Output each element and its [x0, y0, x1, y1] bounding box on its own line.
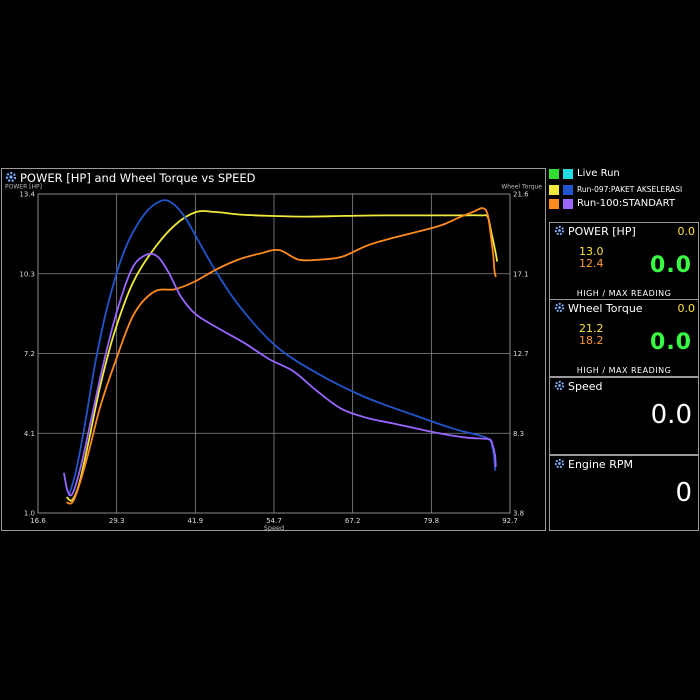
gauge-title-text: Engine RPM: [568, 458, 633, 471]
chart-panel: POWER [HP] and Wheel Torque vs SPEED POW…: [1, 168, 546, 532]
gauge-title: Speed: [554, 380, 602, 393]
y2-tick-label: 3.8: [513, 510, 524, 518]
torque-max-value: 18.2: [579, 334, 604, 347]
legend-swatch-power: [549, 199, 559, 209]
gear-icon[interactable]: [554, 380, 565, 391]
legend-item-live-run[interactable]: Live Run: [549, 167, 699, 183]
legend-swatch-power: [549, 185, 559, 195]
x-tick-label: 79.8: [424, 517, 440, 525]
torque-corner-value: 0.0: [677, 302, 696, 315]
legend-item-run-097[interactable]: Run-097:PAKET AKSELERASI: [549, 183, 699, 197]
torque-gauge: Wheel Torque 0.0 21.2 18.2 0.0 HIGH / MA…: [549, 299, 699, 377]
y-tick-label: 7.2: [24, 350, 35, 358]
x-tick-label: 92.7: [502, 517, 518, 525]
power-max-value: 12.4: [579, 257, 604, 270]
gauge-title-text: POWER [HP]: [568, 225, 636, 238]
gauge-title-text: Speed: [568, 380, 603, 393]
y2-tick-label: 17.1: [513, 270, 529, 278]
gauge-footer: HIGH / MAX READING: [576, 366, 672, 375]
legend-swatch-power: [549, 169, 559, 179]
y2-tick-label: 21.6: [513, 191, 529, 199]
legend-item-run-100[interactable]: Run-100:STANDART: [549, 197, 699, 213]
gear-icon[interactable]: [554, 225, 565, 236]
speed-value: 0.0: [650, 400, 692, 430]
x-tick-label: 41.9: [188, 517, 204, 525]
series-line-torque-run-100: [63, 252, 497, 497]
gear-icon[interactable]: [554, 302, 565, 313]
torque-live-value: 0.0: [650, 330, 692, 355]
series-line-torque-run-097: [68, 199, 496, 496]
torque-high-value: 21.2: [579, 322, 604, 335]
y-tick-label: 13.4: [19, 191, 35, 199]
x-tick-label: 16.6: [30, 517, 46, 525]
gauge-title-text: Wheel Torque: [568, 302, 643, 315]
legend-label: Live Run: [577, 168, 620, 179]
legend: Live Run Run-097:PAKET AKSELERASI Run-10…: [549, 167, 699, 213]
series-line-power-run-100: [66, 207, 497, 505]
power-corner-value: 0.0: [677, 225, 696, 238]
right-axis-label: Wheel Torque: [501, 184, 542, 191]
series-line-power-run-097: [66, 210, 498, 502]
y-tick-label: 10.3: [19, 270, 35, 278]
y2-tick-label: 8.3: [513, 430, 524, 438]
y-tick-label: 4.1: [24, 430, 35, 438]
legend-label: Run-097:PAKET AKSELERASI: [577, 185, 683, 194]
legend-swatch-torque: [563, 169, 573, 179]
legend-swatch-torque: [563, 199, 573, 209]
power-torque-chart: POWER [HP] and Wheel Torque vs SPEED POW…: [5, 171, 542, 532]
settings-gear-icon[interactable]: [5, 171, 17, 183]
x-axis-label: Speed: [264, 524, 284, 532]
gauge-title: Engine RPM: [554, 458, 633, 471]
x-tick-label: 29.3: [109, 517, 125, 525]
power-gauge: POWER [HP] 0.0 13.0 12.4 0.0 HIGH / MAX …: [549, 222, 699, 300]
gauge-title: Wheel Torque: [554, 302, 643, 315]
rpm-gauge: Engine RPM 0: [549, 455, 699, 531]
power-live-value: 0.0: [650, 253, 692, 278]
rpm-value: 0: [675, 478, 692, 508]
speed-gauge: Speed 0.0: [549, 377, 699, 455]
left-axis-label: POWER [HP]: [5, 184, 42, 191]
legend-swatch-torque: [563, 185, 573, 195]
y-tick-label: 1.0: [24, 510, 35, 518]
y2-tick-label: 12.7: [513, 350, 529, 358]
x-tick-label: 67.2: [345, 517, 361, 525]
legend-label: Run-100:STANDART: [577, 198, 675, 209]
x-tick-label: 54.7: [266, 517, 282, 525]
gear-icon[interactable]: [554, 458, 565, 469]
chart-title: POWER [HP] and Wheel Torque vs SPEED: [20, 171, 256, 185]
power-high-value: 13.0: [579, 245, 604, 258]
gauge-title: POWER [HP]: [554, 225, 636, 238]
gauge-footer: HIGH / MAX READING: [576, 289, 672, 298]
